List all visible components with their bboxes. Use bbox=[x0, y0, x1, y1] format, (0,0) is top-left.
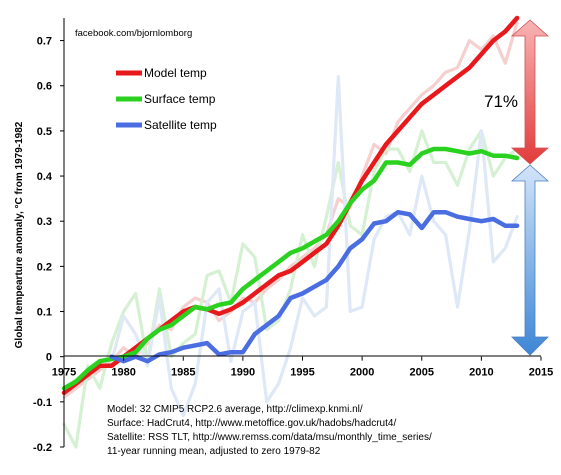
background-series-1 bbox=[62, 129, 519, 449]
y-tick-label: 0.7 bbox=[37, 36, 52, 48]
y-axis-title: Global tempearture anomaly, °C from 1979… bbox=[14, 121, 25, 348]
source-note-model: Model: 32 CMIP5 RCP2.6 average, http://c… bbox=[107, 404, 363, 415]
y-tick-label: -0.1 bbox=[33, 397, 52, 409]
source-note-surface: Surface: HadCrut4, http://www.metoffice.… bbox=[107, 418, 396, 429]
running-mean-series bbox=[61, 15, 520, 396]
x-tick-label: 1985 bbox=[171, 367, 195, 379]
x-tick-label: 2000 bbox=[350, 367, 374, 379]
observed-gap-arrow bbox=[510, 164, 550, 356]
source-notes: Model: 32 CMIP5 RCP2.6 average, http://c… bbox=[107, 404, 432, 457]
legend-label-satellite: Satellite temp bbox=[144, 118, 217, 132]
x-tick-label: 2010 bbox=[469, 367, 493, 379]
gap-percent-label: 71% bbox=[484, 92, 518, 111]
x-tick-label: 1975 bbox=[52, 367, 76, 379]
y-tick-label: 0 bbox=[46, 352, 52, 364]
satellite-temp-line bbox=[109, 209, 520, 364]
y-tick-label: 0.1 bbox=[37, 307, 52, 319]
y-tick-label: 0.5 bbox=[37, 126, 52, 138]
legend-label-surface: Surface temp bbox=[144, 92, 216, 106]
surface-temp-line bbox=[61, 146, 520, 391]
legend: Model temp Surface temp Satellite temp bbox=[116, 66, 217, 132]
background-series-0 bbox=[62, 20, 519, 399]
y-tick-label: -0.2 bbox=[33, 442, 52, 454]
y-ticks: -0.2 -0.1 0 0.1 0.2 0.3 0.4 0.5 0.6 0.7 bbox=[33, 36, 64, 454]
y-tick-label: 0.6 bbox=[37, 81, 52, 93]
x-tick-label: 1995 bbox=[290, 367, 314, 379]
background-annual-series bbox=[62, 20, 519, 449]
y-tick-label: 0.2 bbox=[37, 261, 52, 273]
x-tick-label: 1980 bbox=[111, 367, 135, 379]
source-note-satellite: Satellite: RSS TLT, http://www.remss.com… bbox=[107, 432, 432, 443]
x-tick-label: 1990 bbox=[231, 367, 255, 379]
background-series-2 bbox=[110, 75, 519, 417]
x-ticks: 1975 1980 1985 1990 1995 2000 2005 2010 2015 bbox=[52, 356, 553, 379]
x-tick-label: 2005 bbox=[410, 367, 434, 379]
model-gap-arrow bbox=[510, 19, 550, 165]
source-note-method: 11-year running mean, adjusted to zero 1… bbox=[107, 446, 321, 457]
gap-arrows bbox=[510, 19, 550, 356]
watermark: facebook.com/bjornlomborg bbox=[75, 28, 192, 39]
legend-label-model: Model temp bbox=[144, 66, 207, 80]
y-tick-label: 0.4 bbox=[37, 171, 53, 183]
y-tick-label: 0.3 bbox=[37, 216, 52, 228]
x-tick-label: 2015 bbox=[529, 367, 553, 379]
